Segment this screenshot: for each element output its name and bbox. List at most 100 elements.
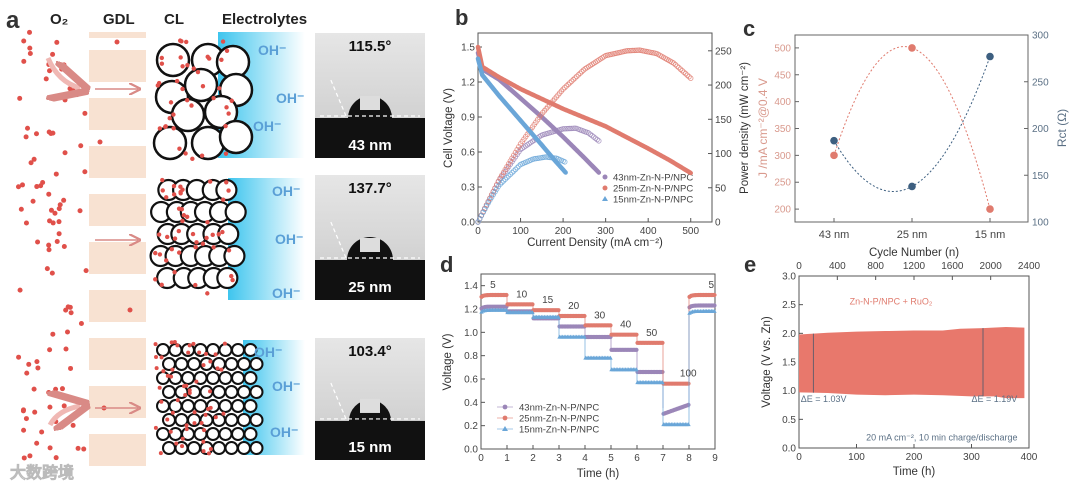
o2-molecule xyxy=(27,51,33,57)
o2-molecule xyxy=(199,421,204,426)
power-density-point xyxy=(500,169,507,176)
data-point xyxy=(660,380,665,385)
catalyst-particle xyxy=(152,125,188,161)
y-tick-label: 250 xyxy=(774,178,791,189)
o2-molecule xyxy=(53,386,59,392)
catalyst-particle xyxy=(155,42,191,78)
o2-molecule xyxy=(180,218,185,224)
catalyst-particle xyxy=(249,357,264,371)
o2-molecule xyxy=(56,206,62,212)
o2-molecule xyxy=(187,390,192,395)
catalyst-particle xyxy=(224,385,239,399)
y2-tick-label: 150 xyxy=(1032,171,1049,182)
y2-tick-label: 250 xyxy=(1032,77,1049,88)
power-density-point xyxy=(490,191,497,198)
o2-molecule xyxy=(17,95,23,101)
y-tick-label: 0.4 xyxy=(464,398,478,409)
o2-molecule xyxy=(169,246,175,252)
o2-molecule xyxy=(215,366,220,371)
o2-molecule xyxy=(191,66,196,71)
y-tick-label: 0.6 xyxy=(461,148,475,159)
catalyst-particle xyxy=(243,427,258,441)
o2-molecule xyxy=(183,392,188,397)
o2-molecule xyxy=(160,177,165,183)
power-density-point xyxy=(502,166,508,173)
o2-molecule xyxy=(48,207,54,213)
o2-molecule xyxy=(186,350,191,355)
y-tick-label: 0.2 xyxy=(464,421,478,432)
y-axis-label: Voltage (V vs. Zn) xyxy=(761,316,773,408)
o2-molecule xyxy=(31,386,37,392)
catalyst-particle xyxy=(224,357,239,371)
y2-tick-label: 0 xyxy=(715,218,721,229)
o2-molecule xyxy=(206,56,212,61)
catalyst-particle xyxy=(249,441,264,455)
o2-molecule xyxy=(221,411,226,416)
o2-molecule xyxy=(47,445,53,451)
electrolyte-region xyxy=(228,178,305,300)
data-point xyxy=(634,367,639,372)
catalyst-particle xyxy=(249,385,264,399)
o2-molecule xyxy=(219,367,224,372)
o2-molecule xyxy=(180,436,185,441)
x2-tick-label: 2000 xyxy=(980,261,1003,272)
data-point xyxy=(634,332,639,337)
x2-tick-label: 1600 xyxy=(941,261,964,272)
y-tick-label: 0.0 xyxy=(461,218,475,229)
power-density-point xyxy=(562,84,568,91)
power-density-point xyxy=(567,125,573,132)
data-point xyxy=(556,314,561,319)
current-density-label: 10 xyxy=(516,289,528,300)
y2-tick-label: 250 xyxy=(715,46,732,57)
power-density-point xyxy=(514,146,520,153)
o2-molecule xyxy=(172,340,177,345)
o2-molecule xyxy=(223,151,229,156)
power-density-point xyxy=(686,73,692,80)
o2-molecule xyxy=(31,156,37,162)
x-tick-label: 8 xyxy=(686,453,692,464)
o2-molecule xyxy=(23,134,29,140)
power-density-point xyxy=(674,63,680,69)
panel-label-c: c xyxy=(743,16,755,41)
power-density-point xyxy=(495,178,502,184)
o2-molecule xyxy=(222,341,227,346)
o2-molecule xyxy=(219,57,224,62)
o2-molecule xyxy=(207,179,213,184)
o2-molecule xyxy=(61,244,67,250)
y2-tick-label: 200 xyxy=(1032,124,1049,135)
x-tick-label: 100 xyxy=(512,226,529,237)
o2-molecule xyxy=(220,39,226,44)
x-tick-label: 3 xyxy=(556,453,562,464)
power-density-point xyxy=(672,61,679,68)
power-density-point xyxy=(671,60,677,66)
power-density-point xyxy=(682,70,689,77)
o2-molecule xyxy=(174,441,179,446)
power-density-point xyxy=(635,47,641,53)
power-density-point xyxy=(570,125,577,132)
o2-molecule xyxy=(165,234,170,240)
panel-b-polarization-chart: b 0 100 200 300 400 500 0.0 0.3 0.6 0.9 1.2 1.5 0 50 10… xyxy=(443,5,751,249)
o2-molecule xyxy=(80,399,86,405)
y-tick-label: 500 xyxy=(774,43,791,54)
power-density-point xyxy=(631,47,638,54)
o2-molecule xyxy=(171,183,177,189)
x-tick-label: 5 xyxy=(608,453,614,464)
o2-molecule xyxy=(50,51,56,57)
current-density-label: 20 xyxy=(568,301,580,312)
o2-molecule xyxy=(158,451,163,456)
o2-molecule xyxy=(21,58,27,64)
o2-molecule xyxy=(224,180,229,185)
gdl-block xyxy=(89,434,146,466)
power-density-point xyxy=(681,69,687,75)
o2-molecule xyxy=(27,29,33,35)
power-density-point xyxy=(502,176,508,182)
particle-size-label: 15 nm xyxy=(348,439,391,456)
o2-molecule xyxy=(180,64,185,69)
voltage-band xyxy=(799,327,1025,399)
data-point xyxy=(530,302,535,307)
hydroxide-ion-label: OH⁻ xyxy=(276,90,304,106)
current-density-label: 100 xyxy=(680,369,697,380)
o2-molecule xyxy=(172,236,178,241)
catalyst-particle xyxy=(181,371,195,385)
power-density-point xyxy=(625,48,631,54)
